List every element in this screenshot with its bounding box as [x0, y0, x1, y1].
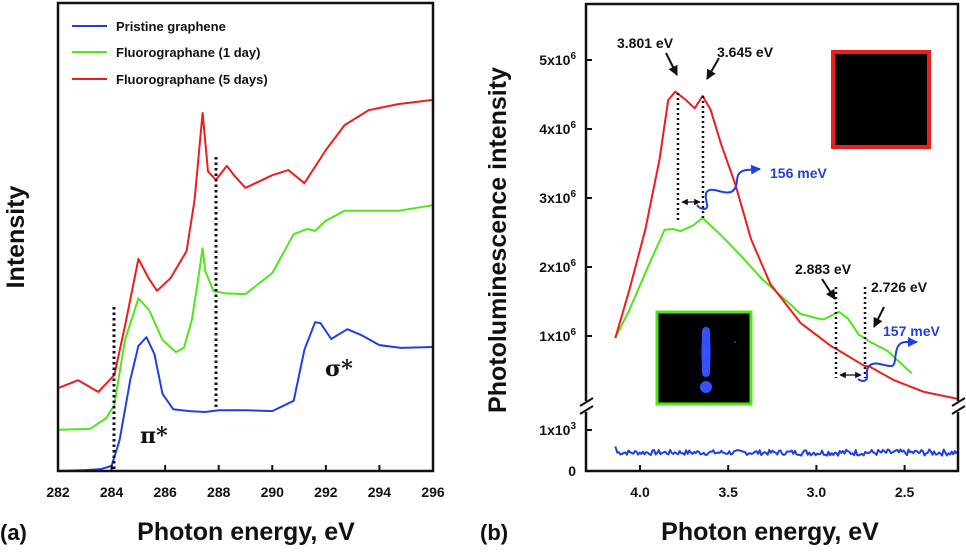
pointer-arrow-3645 — [706, 57, 720, 80]
panel-b-left-axis-upper — [584, 2, 960, 401]
pointer-arrow-2883 — [821, 278, 836, 300]
y-tick-label: 3x106 — [539, 189, 576, 206]
inset-1-day-image — [655, 310, 753, 406]
x-tick-label: 286 — [153, 484, 177, 500]
legend-label-pristine: Pristine graphene — [116, 19, 226, 34]
panel-a-series-group — [57, 98, 434, 472]
x-tick-label: 294 — [368, 484, 392, 500]
axis-break-left — [579, 397, 594, 415]
panel-b-y-axis-title: Photoluminescence intensity — [484, 67, 512, 413]
panel-b-left-axis-lower — [584, 412, 960, 473]
panel-a-x-axis-title: Photon energy, eV — [137, 518, 355, 546]
y-tick-label: 4x106 — [539, 120, 576, 137]
panel-a-label: (a) — [0, 520, 27, 545]
y-tick-label: 0 — [568, 463, 576, 479]
panel-a-x-ticks: 282 284 286 288 290 292 294 296 — [46, 465, 445, 500]
x-tick-label: 292 — [314, 484, 338, 500]
y-tick-label: 1x106 — [539, 327, 576, 344]
x-tick-label: 296 — [421, 484, 445, 500]
pointer-arrow-3801 — [665, 52, 678, 76]
panel-a-y-axis-title: Intensity — [2, 186, 30, 289]
panel-b-label: (b) — [480, 520, 508, 545]
blue-emission-bar-core — [702, 327, 710, 377]
legend-label-1day: Fluorographane (1 day) — [116, 45, 260, 60]
axis-break-right — [951, 397, 966, 415]
legend-label-5days: Fluorographane (5 days) — [116, 72, 268, 87]
panel-b-y-ticks: 1x106 2x106 3x106 4x106 5x106 1x103 0 — [539, 51, 592, 479]
series-line-pristine-graphene — [614, 446, 958, 457]
series-line-fluorographane-1-day — [614, 217, 913, 375]
x-tick-label: 284 — [100, 484, 124, 500]
annotation-157-mev: 157 meV — [883, 323, 940, 339]
x-tick-label: 288 — [207, 484, 231, 500]
inset-5-days-image — [831, 50, 931, 149]
annotation-2726-ev: 2.726 eV — [871, 279, 928, 295]
pi-star-label: π* — [140, 423, 168, 449]
panel-a-legend: Pristine graphene Fluorographane (1 day)… — [72, 19, 268, 87]
series-line-fluorographane-5-days — [57, 98, 434, 393]
x-tick-label: 282 — [46, 484, 70, 500]
callout-157-leader — [857, 337, 918, 382]
panel-a-chart: 282 284 286 288 290 292 294 296 Pristine graphe… — [0, 1, 445, 546]
annotation-3645-ev: 3.645 eV — [717, 44, 774, 60]
panel-b-frame — [579, 2, 966, 473]
inset-5-days-frame — [831, 50, 931, 149]
annotation-156-mev: 156 meV — [770, 165, 827, 181]
panel-b-x-ticks: 4.0 3.5 3.0 2.5 — [630, 465, 915, 500]
x-tick-label: 2.5 — [895, 484, 915, 500]
y-tick-label: 5x106 — [539, 51, 576, 68]
x-tick-label: 4.0 — [630, 484, 650, 500]
y-tick-label: 1x103 — [539, 421, 576, 438]
callout-156-leader — [696, 164, 761, 210]
pointer-arrow-2726 — [873, 306, 885, 328]
panel-b-x-axis-title: Photon energy, eV — [661, 518, 879, 546]
x-tick-label: 3.5 — [718, 484, 738, 500]
panel-a-frame — [56, 1, 435, 473]
x-tick-label: 3.0 — [807, 484, 827, 500]
y-tick-label: 2x106 — [539, 258, 576, 275]
x-tick-label: 290 — [261, 484, 285, 500]
sigma-star-label: σ* — [325, 356, 353, 382]
annotation-3801-ev: 3.801 eV — [617, 35, 674, 51]
panel-b-chart: 3.801 eV 3.645 eV 156 meV 2.883 eV 2.726… — [480, 2, 966, 546]
blue-emission-speck — [733, 340, 737, 344]
series-line-fluorographane-1-day — [57, 204, 434, 431]
blue-emission-dot — [700, 381, 712, 393]
annotation-2883-ev: 2.883 eV — [795, 261, 852, 277]
series-line-pristine-graphene — [57, 321, 434, 472]
series-line-fluorographane-5-days — [614, 90, 958, 400]
panel-b-series-group — [614, 90, 958, 457]
